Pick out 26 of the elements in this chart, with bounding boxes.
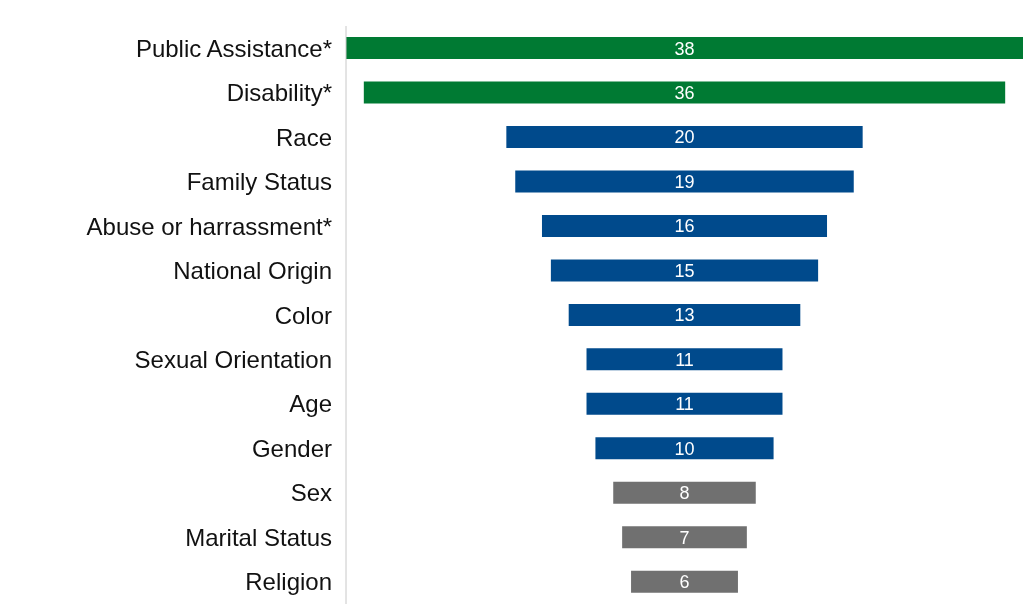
data-label: 20 xyxy=(674,127,695,148)
data-label: 6 xyxy=(679,572,690,593)
category-label: National Origin xyxy=(173,257,332,285)
data-label: 7 xyxy=(679,527,690,548)
data-label: 10 xyxy=(674,438,695,459)
data-label: 19 xyxy=(674,171,695,192)
data-label: 13 xyxy=(674,305,695,326)
data-label: 11 xyxy=(675,394,694,415)
category-label: Disability* xyxy=(226,79,332,107)
category-label: Religion xyxy=(245,568,332,596)
category-label: Sex xyxy=(290,479,332,507)
category-label: Gender xyxy=(251,434,332,462)
category-label: Family Status xyxy=(186,168,332,196)
data-label: 36 xyxy=(674,82,695,103)
category-label: Abuse or harrassment* xyxy=(86,212,332,240)
category-label: Color xyxy=(274,301,332,329)
data-label: 8 xyxy=(679,483,690,504)
category-label: Marital Status xyxy=(185,523,332,551)
category-label: Race xyxy=(275,123,332,151)
data-label: 15 xyxy=(674,260,695,281)
data-label: 16 xyxy=(674,216,695,237)
data-label: 11 xyxy=(675,349,694,370)
category-label: Age xyxy=(289,390,332,418)
category-label: Public Assistance* xyxy=(135,34,332,62)
data-label: 38 xyxy=(674,38,695,59)
category-label: Sexual Orientation xyxy=(134,345,332,373)
